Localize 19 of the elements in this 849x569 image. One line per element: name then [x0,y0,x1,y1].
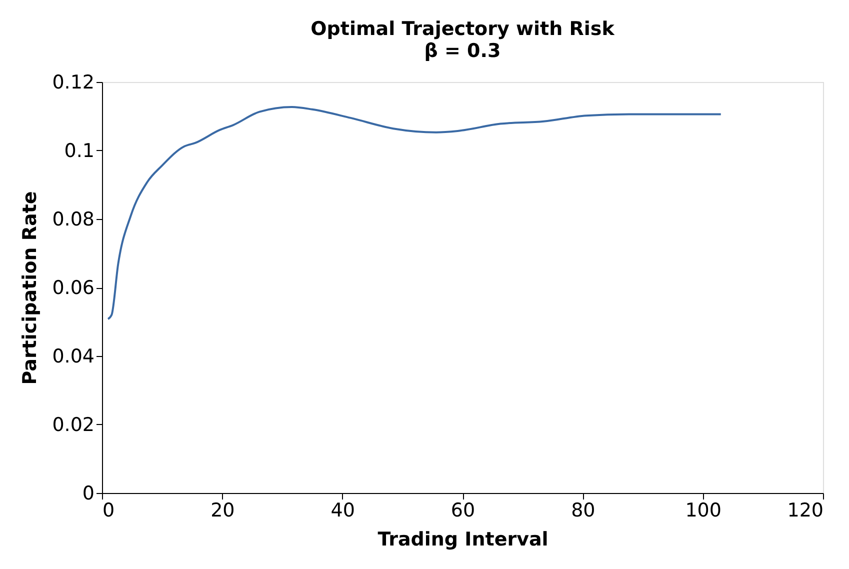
y-tick-label: 0.1 [64,140,94,162]
x-tick-label: 60 [450,500,476,522]
x-tick-label: 40 [330,500,355,522]
y-axis-title: Participation Rate [19,191,42,385]
chart-subtitle: β = 0.3 [424,40,501,62]
x-tick-label: 0 [102,500,115,522]
line-series [107,106,722,320]
y-tick-label: 0.04 [52,346,94,368]
x-tick-label: 80 [571,500,596,522]
y-tick-label: 0 [82,482,94,504]
y-tick-label: 0.12 [52,72,94,94]
x-tick-label: 120 [787,500,824,522]
x-axis-title: Trading Interval [378,528,548,550]
x-tick-label: 20 [210,500,235,522]
y-tick-label: 0.08 [52,208,94,230]
x-tick-label: 100 [685,500,722,522]
chart-title: Optimal Trajectory with Risk [310,18,615,40]
y-tick-label: 0.06 [52,277,94,299]
y-tick-label: 0.02 [52,414,94,436]
